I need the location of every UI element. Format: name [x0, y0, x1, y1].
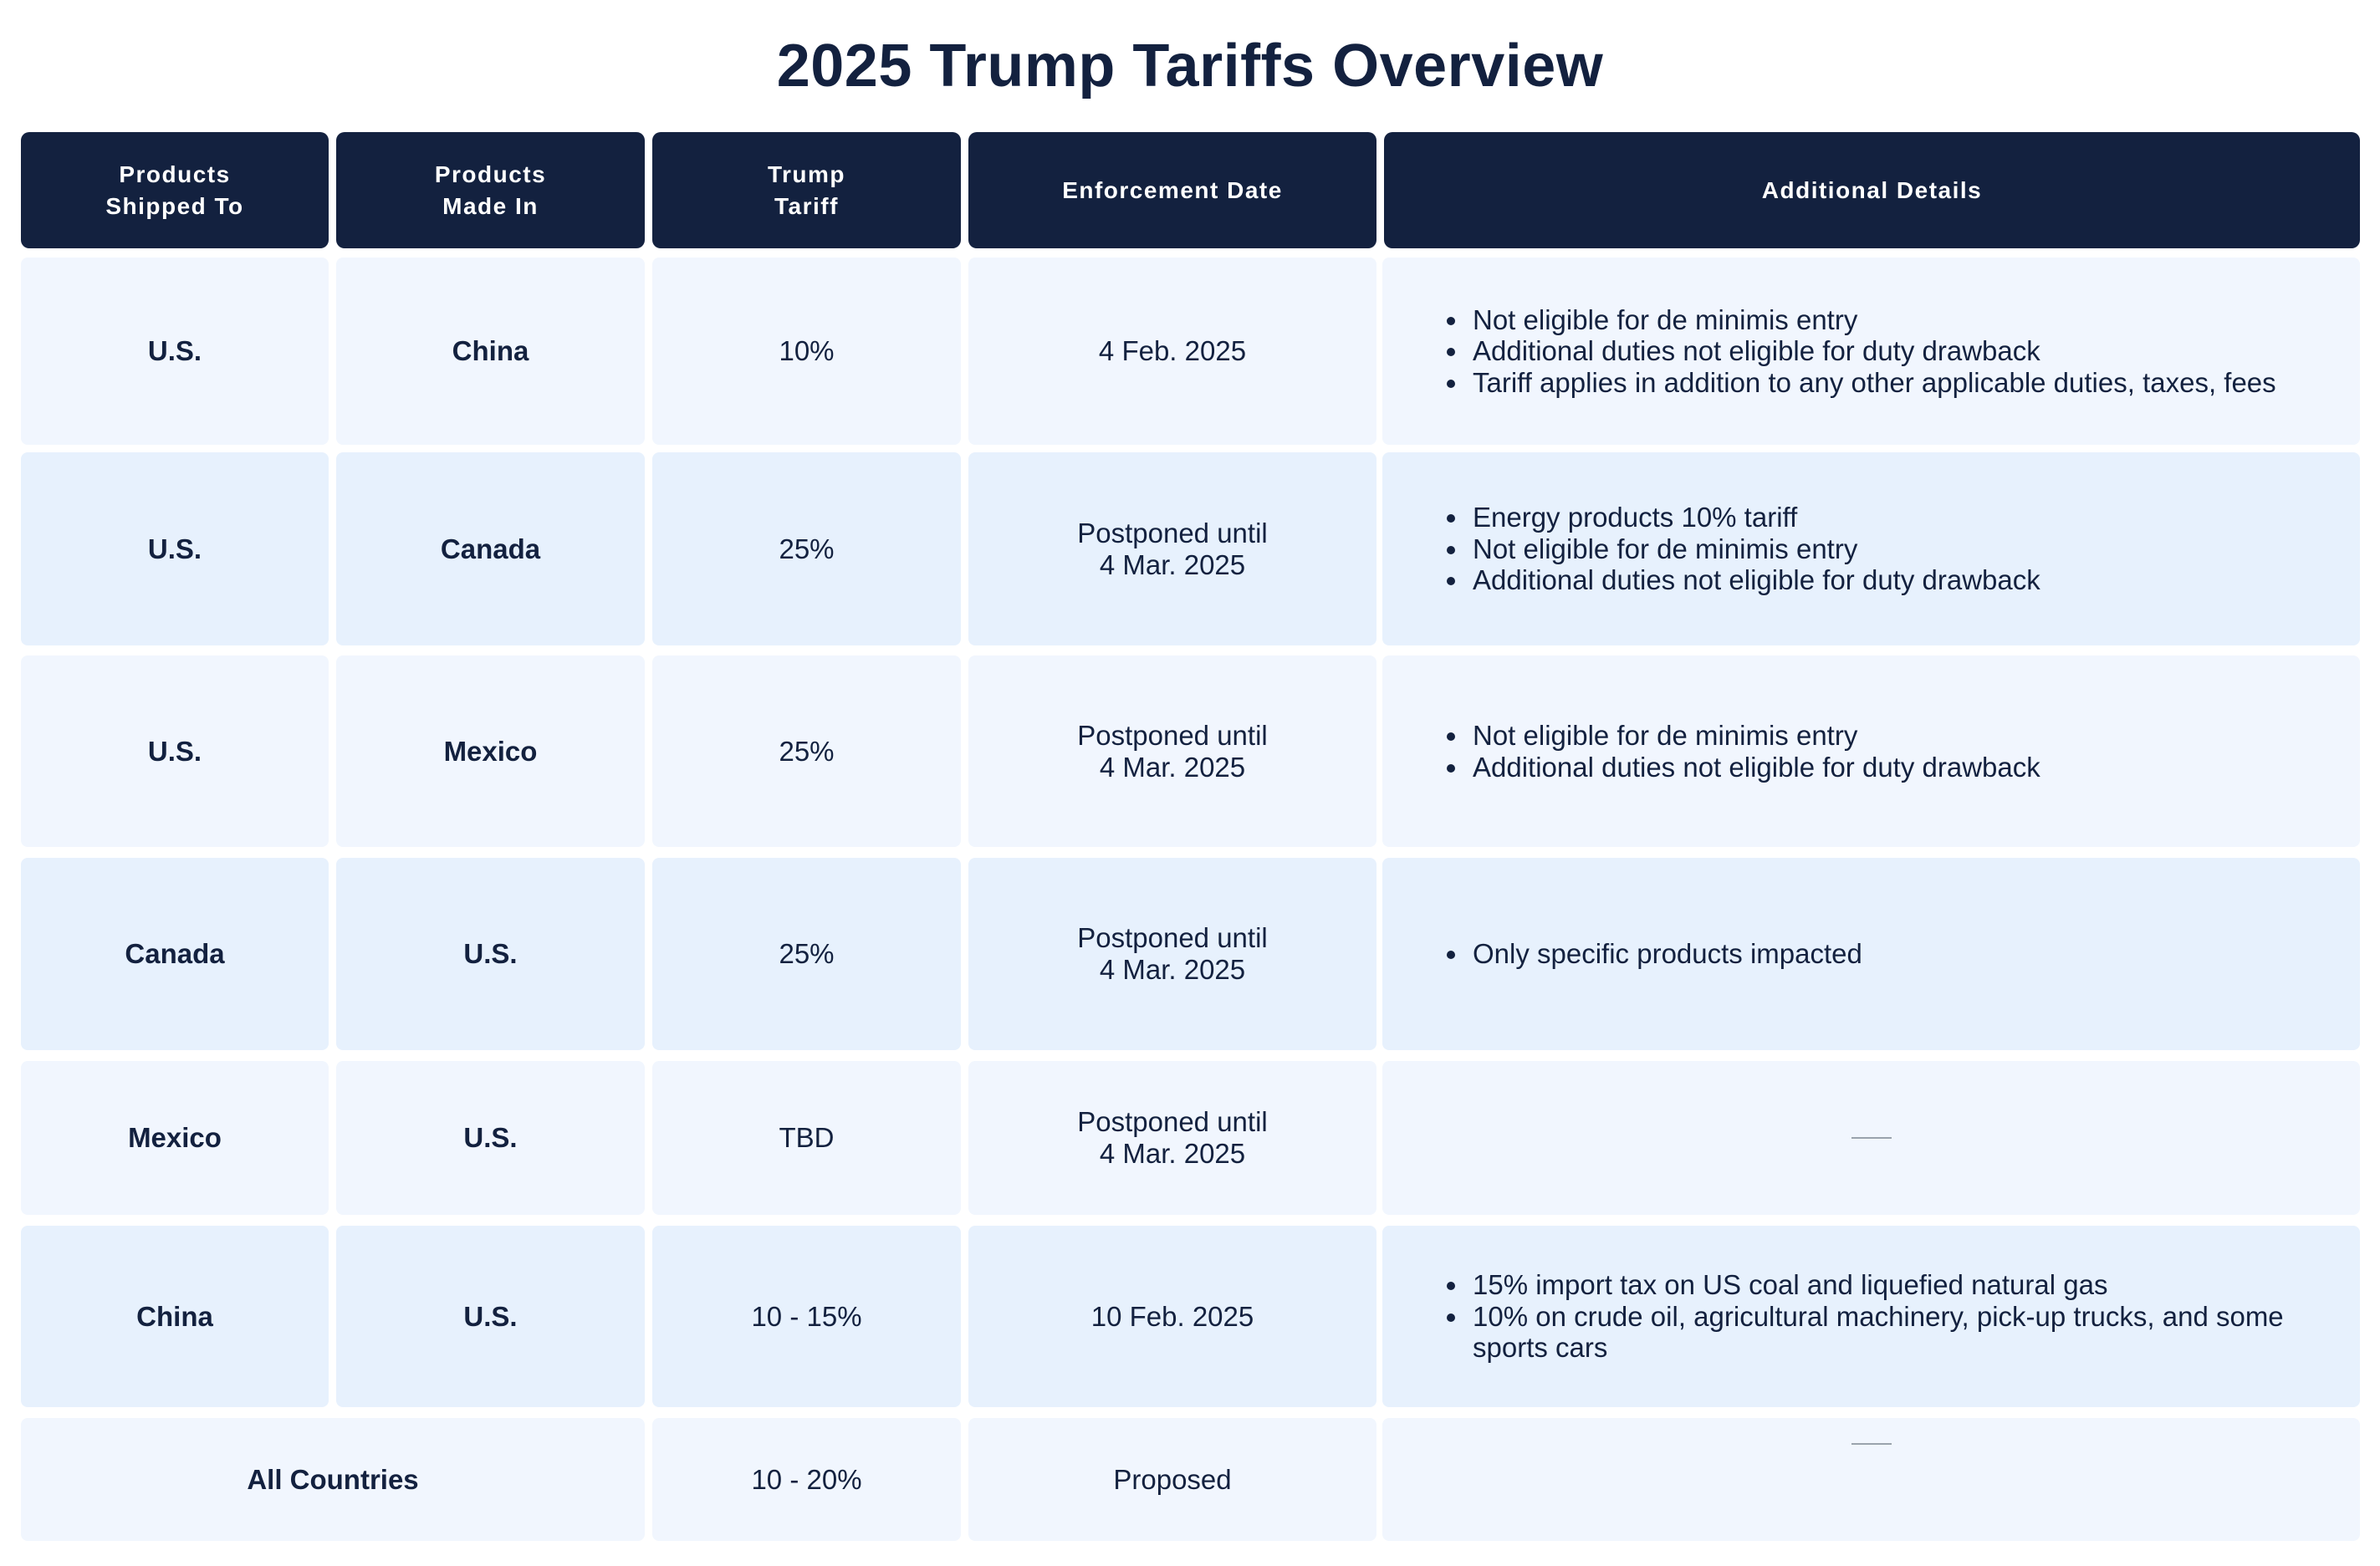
- detail-item: Energy products 10% tariff: [1469, 502, 2040, 533]
- cell-made-in: U.S.: [336, 1226, 645, 1407]
- cell-enforcement-date: Postponed until 4 Mar. 2025: [968, 655, 1376, 847]
- cell-all-countries: All Countries: [21, 1418, 645, 1541]
- details-list: 15% import tax on US coal and liquefied …: [1382, 1269, 2360, 1364]
- header-made-in: Products Made In: [336, 132, 645, 248]
- page-title: 2025 Trump Tariffs Overview: [776, 33, 1604, 99]
- cell-additional-details: 15% import tax on US coal and liquefied …: [1382, 1226, 2360, 1407]
- detail-item: 10% on crude oil, agricultural machinery…: [1469, 1301, 2326, 1364]
- header-enforcement-date: Enforcement Date: [968, 132, 1376, 248]
- cell-shipped-to: China: [21, 1226, 329, 1407]
- cell-additional-details: Only specific products impacted: [1382, 858, 2360, 1050]
- cell-made-in: U.S.: [336, 858, 645, 1050]
- cell-tariff: TBD: [652, 1061, 961, 1215]
- cell-additional-details: Not eligible for de minimis entry Additi…: [1382, 258, 2360, 445]
- cell-shipped-to: U.S.: [21, 452, 329, 645]
- cell-tariff: 10 - 15%: [652, 1226, 961, 1407]
- detail-item: Not eligible for de minimis entry: [1469, 720, 2040, 752]
- detail-item: Not eligible for de minimis entry: [1469, 304, 2276, 336]
- cell-made-in: Mexico: [336, 655, 645, 847]
- detail-item: Not eligible for de minimis entry: [1469, 533, 2040, 565]
- cell-shipped-to: U.S.: [21, 655, 329, 847]
- cell-tariff: 25%: [652, 858, 961, 1050]
- detail-item: 15% import tax on US coal and liquefied …: [1469, 1269, 2326, 1301]
- cell-tariff: 25%: [652, 655, 961, 847]
- details-list: Only specific products impacted: [1382, 938, 1862, 970]
- header-shipped-to: Products Shipped To: [21, 132, 329, 248]
- cell-enforcement-date: 10 Feb. 2025: [968, 1226, 1376, 1407]
- cell-enforcement-date: Postponed until 4 Mar. 2025: [968, 858, 1376, 1050]
- empty-dash: [1851, 1137, 1892, 1139]
- detail-item: Additional duties not eligible for duty …: [1469, 335, 2276, 367]
- cell-enforcement-date: Postponed until 4 Mar. 2025: [968, 452, 1376, 645]
- detail-item: Additional duties not eligible for duty …: [1469, 564, 2040, 596]
- cell-made-in: Canada: [336, 452, 645, 645]
- details-list: Energy products 10% tariff Not eligible …: [1382, 502, 2040, 596]
- empty-dash: [1851, 1443, 1892, 1445]
- details-list: Not eligible for de minimis entry Additi…: [1382, 304, 2276, 399]
- cell-enforcement-date: 4 Feb. 2025: [968, 258, 1376, 445]
- cell-additional-details: Energy products 10% tariff Not eligible …: [1382, 452, 2360, 645]
- cell-enforcement-date: Postponed until 4 Mar. 2025: [968, 1061, 1376, 1215]
- detail-item: Additional duties not eligible for duty …: [1469, 752, 2040, 783]
- cell-shipped-to: U.S.: [21, 258, 329, 445]
- cell-additional-details: [1382, 1418, 2360, 1541]
- cell-made-in: U.S.: [336, 1061, 645, 1215]
- cell-tariff: 10%: [652, 258, 961, 445]
- cell-shipped-to: Canada: [21, 858, 329, 1050]
- cell-shipped-to: Mexico: [21, 1061, 329, 1215]
- cell-tariff: 10 - 20%: [652, 1418, 961, 1541]
- cell-additional-details: Not eligible for de minimis entry Additi…: [1382, 655, 2360, 847]
- cell-tariff: 25%: [652, 452, 961, 645]
- details-list: Not eligible for de minimis entry Additi…: [1382, 720, 2040, 783]
- header-additional-details: Additional Details: [1384, 132, 2360, 248]
- detail-item: Only specific products impacted: [1469, 938, 1862, 970]
- cell-made-in: China: [336, 258, 645, 445]
- cell-enforcement-date: Proposed: [968, 1418, 1376, 1541]
- detail-item: Tariff applies in addition to any other …: [1469, 367, 2276, 399]
- cell-additional-details: [1382, 1061, 2360, 1215]
- header-tariff: Trump Tariff: [652, 132, 961, 248]
